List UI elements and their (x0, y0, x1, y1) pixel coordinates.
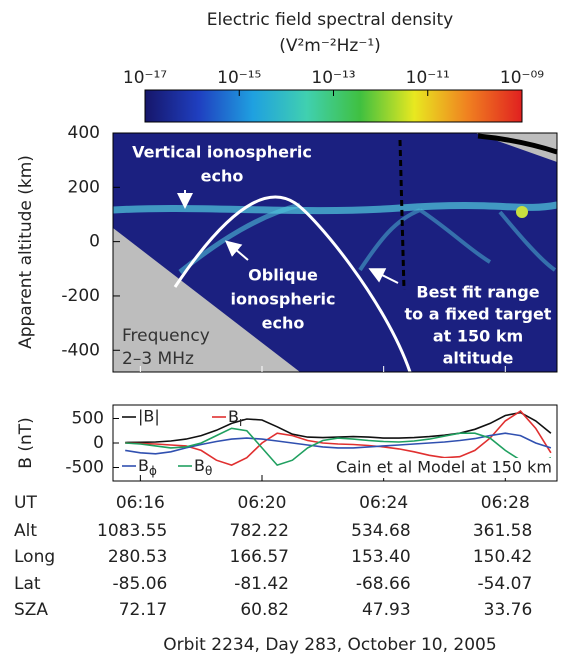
annotation: at 150 km (433, 327, 523, 346)
cell: 166.57 (230, 547, 289, 567)
echo-spot (516, 206, 528, 218)
x-tick-label: 06:24 (359, 493, 408, 513)
series-line (125, 427, 552, 467)
annotation: Oblique (248, 266, 318, 285)
cell: 47.93 (362, 600, 411, 620)
y-axis-label: Apparent altitude (km) (16, 155, 36, 349)
cell: 782.22 (230, 521, 289, 541)
annotation: Frequency (122, 326, 210, 346)
row-label: Long (14, 547, 55, 567)
legend-label: Br (228, 407, 244, 429)
colorbar-tick-label: 10⁻¹⁵ (217, 68, 261, 88)
row-label: Lat (14, 574, 41, 594)
series-line (125, 432, 552, 455)
row-label: SZA (14, 600, 48, 620)
caption: Orbit 2234, Day 283, October 10, 2005 (163, 635, 496, 655)
annotation: altitude (443, 349, 514, 368)
annotation: Vertical ionospheric (132, 143, 312, 162)
y-tick-label: -200 (61, 286, 100, 306)
y-axis-label: B (nT) (16, 417, 36, 469)
cell: -54.07 (477, 574, 532, 594)
best-fit-curve (173, 195, 412, 373)
y-tick-label: 200 (68, 177, 100, 197)
colorbar-tick-label: 10⁻⁰⁹ (500, 68, 544, 88)
cell: 60.82 (240, 600, 289, 620)
y-tick-label: -400 (61, 340, 100, 360)
annotation: to a fixed target (405, 305, 552, 324)
row-label: Alt (14, 521, 37, 541)
arrow (368, 268, 399, 284)
cell: -68.66 (356, 574, 411, 594)
x-axis-label: UT (14, 493, 37, 513)
series-line (125, 411, 552, 444)
cell: 534.68 (351, 521, 410, 541)
dashed-trace (398, 139, 406, 291)
series-line (125, 410, 552, 466)
y-tick-label: 0 (89, 232, 100, 252)
cell: 153.40 (351, 547, 410, 567)
colorbar-units: (V²m⁻²Hz⁻¹) (279, 36, 381, 56)
arrow (224, 240, 249, 261)
colorbar-title: Electric field spectral density (207, 10, 453, 30)
cell: 72.17 (119, 600, 168, 620)
echo-traces (358, 208, 557, 272)
y-tick-label: -500 (65, 458, 104, 478)
cell: 361.58 (473, 521, 532, 541)
cell: 280.53 (108, 547, 167, 567)
legend-label: Bθ (194, 456, 212, 478)
cell: 1083.55 (97, 521, 167, 541)
x-tick-label: 06:20 (238, 493, 287, 513)
annotation: echo (262, 314, 305, 333)
cell: -85.06 (113, 574, 168, 594)
no-data-region (113, 228, 300, 372)
legend-label: Bϕ (138, 456, 157, 478)
legend-label: |B| (138, 407, 160, 426)
cell: 150.42 (473, 547, 532, 567)
plot-frame (112, 132, 558, 373)
y-tick-label: 400 (68, 123, 100, 143)
colorbar-tick-label: 10⁻¹³ (311, 68, 355, 88)
annotation: 2–3 MHz (122, 349, 194, 369)
annotation: echo (201, 167, 244, 186)
colorbar-tick-label: 10⁻¹¹ (406, 68, 450, 88)
y-tick-label: 0 (93, 433, 104, 453)
annotation: ionospheric (231, 290, 336, 309)
colorbar-tick-label: 10⁻¹⁷ (123, 68, 167, 88)
annotation: Best fit range (416, 283, 539, 302)
x-tick-label: 06:16 (116, 493, 165, 513)
surface-echo (477, 133, 558, 155)
cell: 33.76 (484, 600, 533, 620)
annotation: Cain et al Model at 150 km (336, 458, 552, 477)
y-tick-label: 500 (72, 408, 104, 428)
annotation-bg (305, 458, 555, 478)
x-tick-label: 06:28 (481, 493, 530, 513)
cell: -81.42 (234, 574, 289, 594)
